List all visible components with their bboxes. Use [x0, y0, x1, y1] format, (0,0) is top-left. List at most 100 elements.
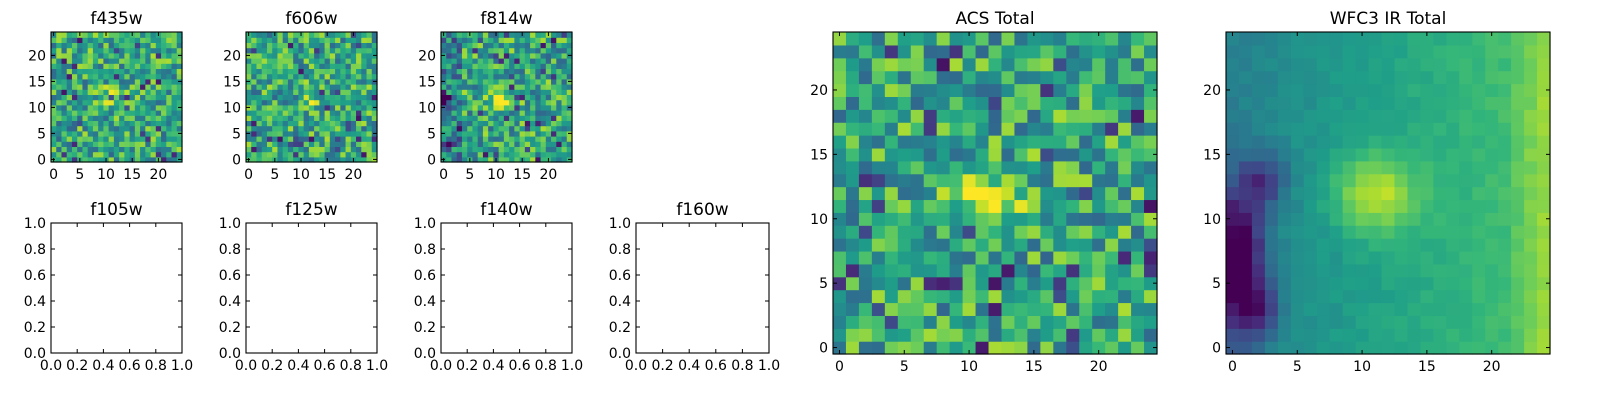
heatmap-cell	[1118, 109, 1132, 123]
heatmap-cell	[56, 104, 63, 111]
heatmap-cell	[1394, 32, 1409, 46]
heatmap-cell	[858, 302, 873, 316]
heatmap-cell	[1066, 315, 1080, 329]
heatmap-cell	[535, 58, 542, 64]
heatmap-cell	[446, 110, 453, 116]
heatmap-cell	[161, 47, 167, 54]
heatmap-cell	[488, 52, 494, 59]
heatmap-cell	[833, 328, 847, 342]
heatmap-cell	[314, 136, 320, 142]
heatmap-cell	[1381, 250, 1396, 265]
heatmap-cell	[176, 99, 183, 106]
heatmap-cell	[61, 52, 68, 59]
heatmap-cell	[256, 151, 263, 158]
heatmap-cell	[461, 151, 468, 158]
heatmap-cell	[1537, 186, 1551, 201]
heatmap-cell	[134, 47, 141, 54]
heatmap-cell	[61, 99, 68, 106]
heatmap-cell	[145, 130, 152, 137]
heatmap-cell	[451, 52, 458, 59]
heatmap-cell	[451, 146, 458, 153]
heatmap-cell	[1381, 199, 1396, 213]
heatmap-cell	[1027, 328, 1041, 342]
heatmap-cell	[488, 47, 494, 54]
heatmap-cell	[493, 104, 500, 111]
heatmap-cell	[884, 302, 899, 316]
heatmap-cell	[1251, 315, 1266, 329]
heatmap-cell	[1290, 160, 1305, 175]
heatmap-cell	[1420, 173, 1434, 188]
heatmap-cell	[1303, 315, 1318, 329]
heatmap-cell	[1264, 32, 1279, 46]
heatmap-cell	[493, 110, 500, 116]
heatmap-cell	[335, 146, 341, 153]
heatmap-cell	[1118, 44, 1132, 59]
heatmap-cell	[962, 186, 977, 201]
heatmap-cell	[82, 73, 89, 80]
heatmap-cell	[319, 110, 326, 116]
heatmap-cell	[266, 115, 273, 121]
heatmap-cell	[1131, 225, 1145, 239]
heatmap-cell	[1277, 250, 1292, 265]
heatmap-cell	[314, 125, 320, 132]
heatmap-cell	[1053, 44, 1067, 59]
heatmap-cell	[1131, 238, 1145, 252]
heatmap-cell	[493, 47, 500, 54]
heatmap-cell	[535, 130, 542, 137]
heatmap-cell	[314, 141, 320, 147]
heatmap-cell	[551, 104, 557, 111]
heatmap-cell	[988, 225, 1003, 239]
heatmap-cell	[493, 146, 500, 153]
heatmap-cell	[519, 94, 526, 101]
heatmap-cell	[1433, 238, 1447, 252]
heatmap-cell	[1511, 173, 1525, 188]
heatmap-cell	[503, 104, 510, 111]
heatmap-cell	[530, 42, 536, 49]
heatmap-cell	[108, 47, 115, 54]
heatmap-cell	[1368, 96, 1383, 110]
heatmap-cell	[1407, 225, 1421, 239]
heatmap-cell	[1420, 250, 1434, 265]
heatmap-cell	[303, 151, 310, 158]
heatmap-cell	[509, 156, 515, 163]
heatmap-cell	[161, 42, 167, 49]
heatmap-cell	[366, 63, 373, 69]
heatmap-cell	[1303, 250, 1318, 265]
heatmap-cell	[145, 136, 152, 142]
heatmap-cell	[56, 110, 63, 116]
heatmap-cell	[272, 130, 279, 137]
heatmap-cell	[150, 151, 157, 158]
heatmap-cell	[845, 199, 860, 213]
heatmap-cell	[129, 130, 136, 137]
heatmap-cell	[923, 263, 938, 278]
heatmap-cell	[535, 151, 542, 158]
heatmap-cell	[1264, 186, 1279, 201]
heatmap-cell	[356, 84, 362, 90]
heatmap-cell	[509, 120, 515, 127]
heatmap-cell	[910, 276, 925, 291]
heatmap-cell	[962, 32, 977, 46]
heatmap-cell	[472, 136, 479, 142]
heatmap-cell	[251, 63, 258, 69]
heatmap-cell	[119, 136, 125, 142]
heatmap-cell	[446, 78, 453, 85]
heatmap-cell	[129, 84, 136, 90]
heatmap-cell	[119, 104, 125, 111]
heatmap-cell	[1027, 199, 1041, 213]
heatmap-cell	[103, 47, 110, 54]
heatmap-cell	[103, 94, 110, 101]
heatmap-cell	[51, 58, 57, 64]
heatmap-cell	[314, 78, 320, 85]
heatmap-cell	[150, 63, 157, 69]
heatmap-cell	[498, 146, 505, 153]
heatmap-cell	[345, 42, 352, 49]
heatmap-cell	[1092, 225, 1106, 239]
heatmap-cell	[361, 115, 368, 121]
heatmap-cell	[98, 78, 104, 85]
heatmap-cell	[1394, 147, 1409, 162]
heatmap-cell	[1079, 186, 1093, 201]
heatmap-cell	[509, 115, 515, 121]
heatmap-cell	[340, 125, 347, 132]
heatmap-cell	[350, 78, 357, 85]
heatmap-cell	[51, 94, 57, 101]
